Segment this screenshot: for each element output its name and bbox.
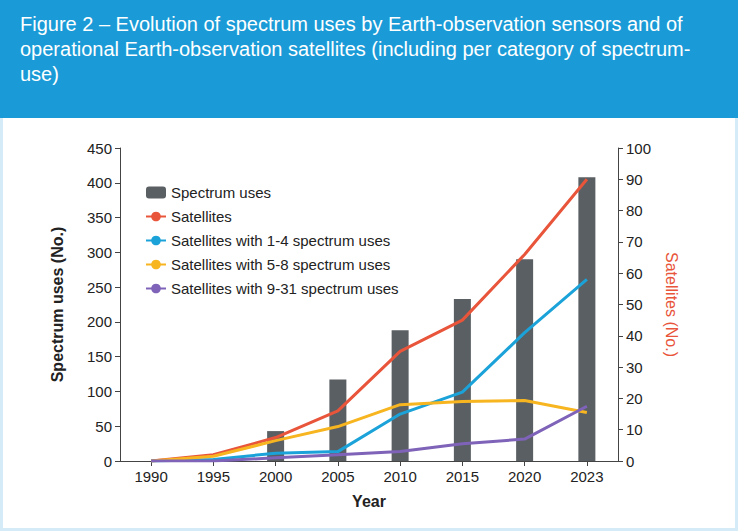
svg-text:1990: 1990 [134,468,167,485]
svg-text:Spectrum uses: Spectrum uses [171,184,271,201]
svg-text:0: 0 [104,453,112,470]
svg-text:350: 350 [87,209,112,226]
svg-text:2005: 2005 [321,468,354,485]
svg-text:30: 30 [626,359,643,376]
svg-text:2023: 2023 [570,468,603,485]
svg-text:450: 450 [87,140,112,157]
svg-text:40: 40 [626,327,643,344]
svg-text:100: 100 [626,140,651,157]
svg-text:50: 50 [626,296,643,313]
svg-text:Satellites with 1-4 spectrum u: Satellites with 1-4 spectrum uses [171,232,390,249]
svg-text:2000: 2000 [259,468,292,485]
svg-text:10: 10 [626,421,643,438]
svg-text:150: 150 [87,348,112,365]
svg-text:200: 200 [87,313,112,330]
html-text:Figure 2 – Evolution of spectr: Figure 2 – Evolution of spectrum uses by… [20,13,691,85]
svg-text:2010: 2010 [383,468,416,485]
svg-text:400: 400 [87,174,112,191]
svg-text:250: 250 [87,279,112,296]
svg-text:90: 90 [626,171,643,188]
svg-text:0: 0 [626,453,634,470]
svg-text:2015: 2015 [446,468,479,485]
svg-text:100: 100 [87,383,112,400]
svg-text:Satellites with 9-31 spectrum: Satellites with 9-31 spectrum uses [171,280,399,297]
svg-text:50: 50 [95,418,112,435]
svg-text:Satellites with 5-8 spectrum u: Satellites with 5-8 spectrum uses [171,256,390,273]
svg-text:Satellites: Satellites [171,208,232,225]
svg-text:70: 70 [626,233,643,250]
svg-text:2020: 2020 [508,468,541,485]
svg-text:20: 20 [626,390,643,407]
svg-text:Year: Year [352,493,386,510]
svg-text:1995: 1995 [197,468,230,485]
svg-text:300: 300 [87,244,112,261]
svg-text:Satellites (No.): Satellites (No.) [663,252,680,357]
svg-text:60: 60 [626,265,643,282]
svg-text:Spectrum uses (No.): Spectrum uses (No.) [49,227,66,383]
svg-text:80: 80 [626,202,643,219]
